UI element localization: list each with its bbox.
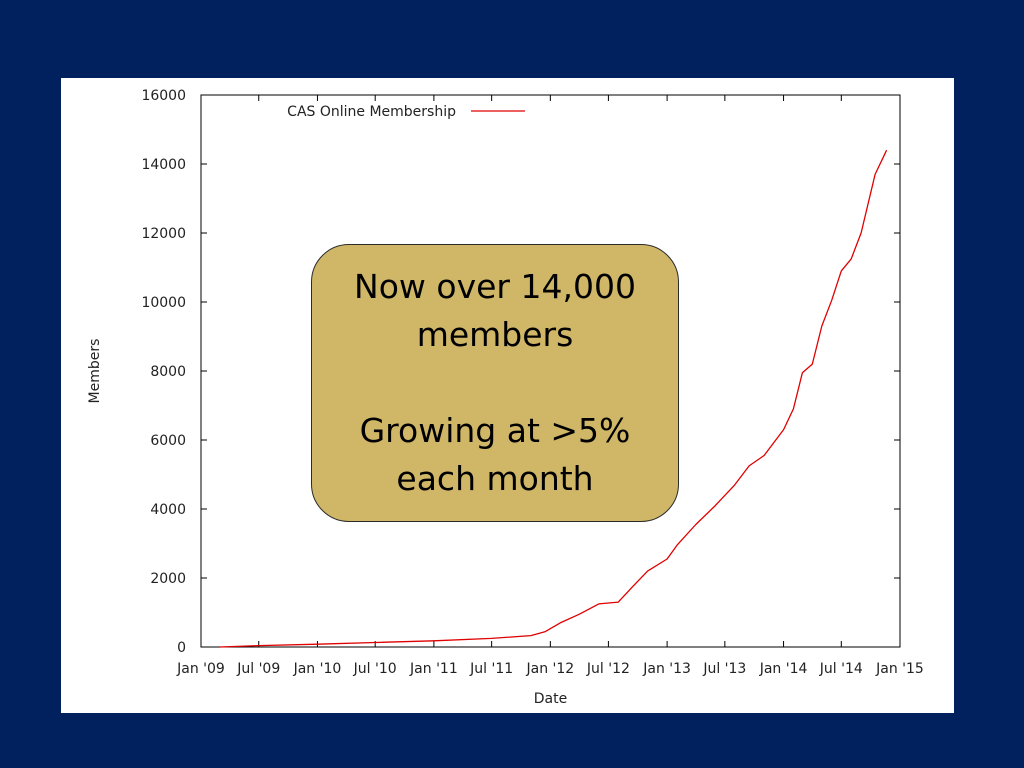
x-tick-label: Jan '14: [759, 661, 808, 677]
x-tick-label: Jul '11: [469, 661, 513, 677]
y-tick-label: 12000: [141, 226, 186, 242]
y-tick-label: 6000: [150, 433, 186, 449]
x-tick-label: Jul '12: [586, 661, 630, 677]
x-tick-label: Jan '09: [176, 661, 225, 677]
x-tick-label: Jul '09: [236, 661, 280, 677]
callout-line-4: each month: [396, 459, 594, 498]
series-line: [219, 149, 888, 648]
y-tick-label: 10000: [141, 295, 186, 311]
x-tick-label: Jan '15: [875, 661, 924, 677]
y-tick-label: 14000: [141, 157, 186, 173]
membership-chart: 0 2000 4000 6000 8000 10000 12000 14000 16000 Jan…: [87, 88, 924, 707]
y-tick-label: 0: [177, 640, 186, 656]
y-tick-label: 8000: [150, 364, 186, 380]
y-tick-label: 16000: [141, 88, 186, 104]
y-tick-label: 4000: [150, 502, 186, 518]
x-tick-label: Jan '13: [642, 661, 691, 677]
legend-label: CAS Online Membership: [287, 104, 456, 120]
y-tick-label: 2000: [150, 571, 186, 587]
y-axis-label: Members: [87, 339, 103, 404]
callout-line-1: Now over 14,000: [354, 267, 636, 306]
x-tick-label: Jul '14: [819, 661, 863, 677]
x-tick-label: Jan '10: [293, 661, 342, 677]
x-tick-label: Jul '13: [702, 661, 746, 677]
callout-line-2: members: [416, 315, 574, 354]
callout-box: Now over 14,000 members Growing at >5% e…: [311, 244, 679, 522]
plot-panel: 0 2000 4000 6000 8000 10000 12000 14000 16000 Jan…: [61, 78, 954, 713]
x-tick-label: Jul '10: [353, 661, 397, 677]
x-tick-label: Jan '12: [525, 661, 574, 677]
callout-line-3: Growing at >5%: [359, 411, 631, 450]
x-axis-label: Date: [534, 691, 567, 707]
x-tick-label: Jan '11: [409, 661, 458, 677]
